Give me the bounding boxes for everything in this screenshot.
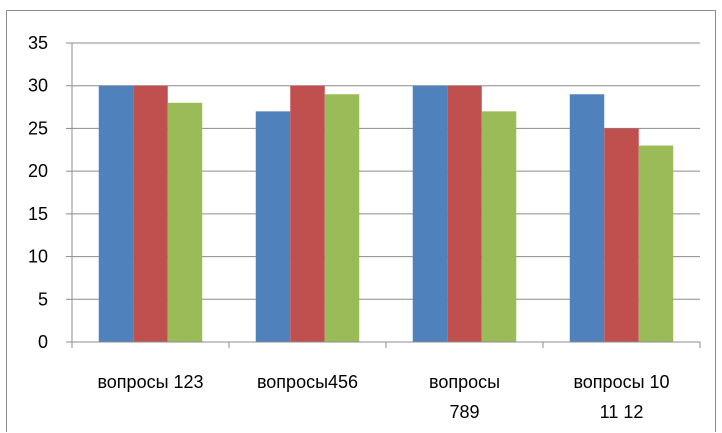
y-tick-label: 5	[38, 289, 48, 309]
bar	[324, 94, 360, 342]
y-tick-label: 25	[28, 118, 48, 138]
y-tick-label: 20	[28, 161, 48, 181]
x-category-label-line: вопросы456	[257, 372, 358, 392]
bar	[481, 111, 517, 342]
y-tick-label: 0	[38, 332, 48, 352]
x-category-label-line: вопросы	[429, 372, 500, 392]
bar	[98, 85, 134, 342]
bar	[447, 85, 482, 342]
x-category-label-line: 789	[449, 402, 479, 422]
bar	[569, 94, 605, 342]
bar	[167, 102, 203, 342]
bar	[290, 85, 325, 342]
bar	[412, 85, 448, 342]
chart-frame	[6, 10, 716, 432]
x-category-label: вопросы 789	[429, 372, 500, 422]
x-category-labels: вопросы 123 вопросы456 вопросы 789 вопросы 1…	[97, 372, 669, 422]
y-tick-label: 30	[28, 76, 48, 96]
bar	[638, 145, 674, 342]
x-category-label-line: вопросы 10	[573, 372, 669, 392]
y-tick-label: 15	[28, 204, 48, 224]
x-category-label: вопросы 10 11 12	[573, 372, 669, 422]
x-category-label: вопросы 123	[97, 372, 203, 392]
x-category-label: вопросы456	[257, 372, 358, 392]
bar	[255, 111, 291, 342]
bar	[133, 85, 168, 342]
axes	[71, 43, 700, 343]
bars	[98, 85, 674, 342]
x-category-label-line: вопросы 123	[97, 372, 203, 392]
y-tick-label: 35	[28, 33, 48, 53]
x-category-label-line: 11 12	[600, 402, 644, 422]
bar	[604, 128, 639, 342]
y-tick-labels: 0 5 10 15 20 25 30 35	[28, 33, 48, 352]
y-tick-label: 10	[28, 247, 48, 267]
